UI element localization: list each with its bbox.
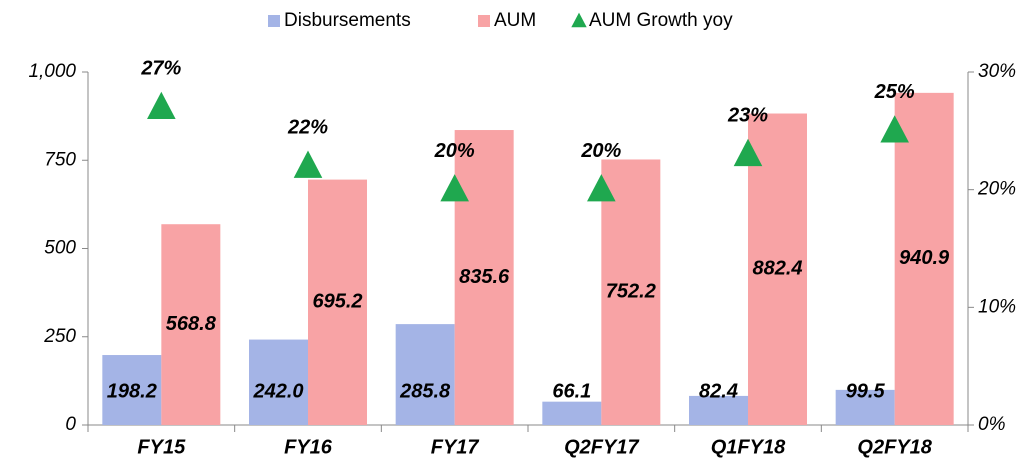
x-tick-label: FY16 [284,436,333,458]
bar [689,395,748,425]
data-label: 242.0 [252,380,303,402]
data-label: 285.8 [399,380,451,402]
bar [161,224,221,425]
y2-tick-label: 0% [978,414,1006,435]
growth-marker [733,138,763,167]
data-label: 20% [580,140,621,162]
data-label: 835.6 [459,266,510,288]
growth-marker [440,174,469,202]
y-tick-label: 250 [43,326,76,347]
y-tick-label: 500 [44,238,76,259]
data-label: 752.2 [606,281,656,303]
data-label: 940.9 [899,247,950,269]
data-label: 22% [287,116,328,138]
y2-tick-label: 10% [978,296,1016,317]
x-tick-label: FY17 [431,436,480,458]
data-label: 23% [727,105,768,127]
bar [102,355,162,425]
data-label: 99.5 [846,380,886,402]
legend-label: Disbursements [284,10,411,31]
bar [249,339,308,425]
growth-marker [880,115,909,143]
y-tick-label: 750 [44,149,76,170]
data-label: 66.1 [552,380,591,402]
legend-label: AUM Growth yoy [589,10,733,31]
x-tick-label: Q2FY18 [857,436,932,458]
data-label: 20% [434,140,475,162]
growth-marker [293,150,323,178]
legend-marker [268,15,280,27]
data-label: 695.2 [312,291,362,313]
bar [835,389,895,425]
data-label: 882.4 [752,258,802,280]
bar [542,401,602,425]
bar [308,179,367,425]
growth-marker [587,174,616,202]
data-label: 25% [874,81,915,103]
data-label: 27% [140,58,181,80]
legend-label: AUM [494,10,536,31]
x-tick-label: Q1FY18 [711,436,786,458]
legend-marker [571,12,587,28]
bar [454,130,514,425]
bar [601,159,661,426]
x-tick-label: Q2FY17 [564,436,639,458]
y2-tick-label: 20% [977,179,1016,200]
data-label: 198.2 [107,380,157,402]
growth-marker [147,91,176,119]
bar [395,324,455,425]
legend-marker [478,15,490,27]
y-tick-label: 1,000 [28,61,76,82]
data-label: 82.4 [699,380,738,402]
x-tick-label: FY15 [137,436,186,458]
data-label: 568.8 [166,313,217,335]
bar [894,92,954,425]
y2-tick-label: 30% [978,61,1016,82]
y-tick-label: 0 [65,414,76,435]
